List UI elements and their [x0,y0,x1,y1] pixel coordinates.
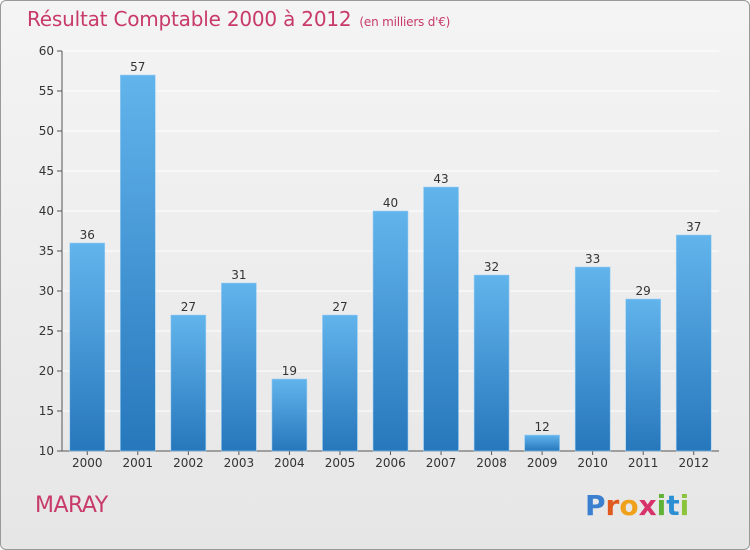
bar-2003 [221,282,257,452]
chart-title: Résultat Comptable 2000 à 2012 (en millie… [27,7,450,31]
data-label-2006: 40 [383,196,398,210]
bar-2011 [625,298,661,452]
brand-letter: i [679,489,690,522]
x-tick-label-2010: 2010 [577,456,608,470]
y-tick-label: 40 [39,204,54,218]
data-label-2012: 37 [686,220,701,234]
y-tick-label: 10 [39,444,54,458]
chart-subtitle: (en milliers d'€) [359,15,451,29]
proxiti-logo: Proxiti [585,489,689,522]
x-tick-label-2003: 2003 [224,456,255,470]
bar-2004 [271,378,308,452]
y-tick-label: 20 [39,364,54,378]
bar-2012 [675,234,712,452]
bar-2007 [423,186,459,452]
x-tick-label-2000: 2000 [72,456,103,470]
bar-2008 [473,274,510,452]
brand-letter: P [585,489,606,522]
y-tick-label: 60 [39,44,54,58]
data-label-2002: 27 [181,300,196,314]
x-tick-label-2004: 2004 [274,456,305,470]
brand-letter: x [638,489,657,522]
commune-name: MARAY [35,493,108,518]
y-tick-label: 50 [39,124,54,138]
data-label-2005: 27 [332,300,347,314]
brand-letter: t [666,489,680,522]
bars [69,74,712,452]
bar-2005 [322,314,358,452]
y-tick-label: 15 [39,404,54,418]
data-label-2003: 31 [231,268,246,282]
data-label-2010: 33 [585,252,600,266]
data-label-2008: 32 [484,260,499,274]
y-tick-label: 45 [39,164,54,178]
x-tick-label-2005: 2005 [325,456,356,470]
bar-2009 [524,434,560,452]
bar-2002 [170,314,207,452]
bar-2010 [574,266,611,452]
x-tick-label-2002: 2002 [173,456,204,470]
data-label-2011: 29 [636,284,651,298]
x-tick-label-2011: 2011 [628,456,659,470]
data-label-2004: 19 [282,364,297,378]
bar-2000 [69,242,106,452]
data-label-2000: 36 [80,228,95,242]
x-tick-label-2012: 2012 [678,456,709,470]
brand-letter: r [605,489,620,522]
y-tick-label: 30 [39,284,54,298]
chart-title-text: Résultat Comptable 2000 à 2012 [27,7,352,31]
brand-letter: i [656,489,667,522]
bar-2006 [372,210,409,452]
data-label-2009: 12 [534,420,549,434]
x-tick-label-2007: 2007 [426,456,457,470]
bar-2001 [120,74,156,452]
x-tick-label-2008: 2008 [476,456,507,470]
y-tick-label: 25 [39,324,54,338]
labels: 10 15 20 25 30 35 40 45 50 55 60 36 2000 57 2001 27 2002… [39,44,709,470]
data-label-2001: 57 [130,60,145,74]
y-tick-label: 35 [39,244,54,258]
brand-letter: o [619,489,639,522]
x-tick-label-2001: 2001 [123,456,154,470]
data-label-2007: 43 [433,172,448,186]
x-tick-label-2009: 2009 [527,456,558,470]
y-tick-label: 55 [39,84,54,98]
x-tick-label-2006: 2006 [375,456,406,470]
